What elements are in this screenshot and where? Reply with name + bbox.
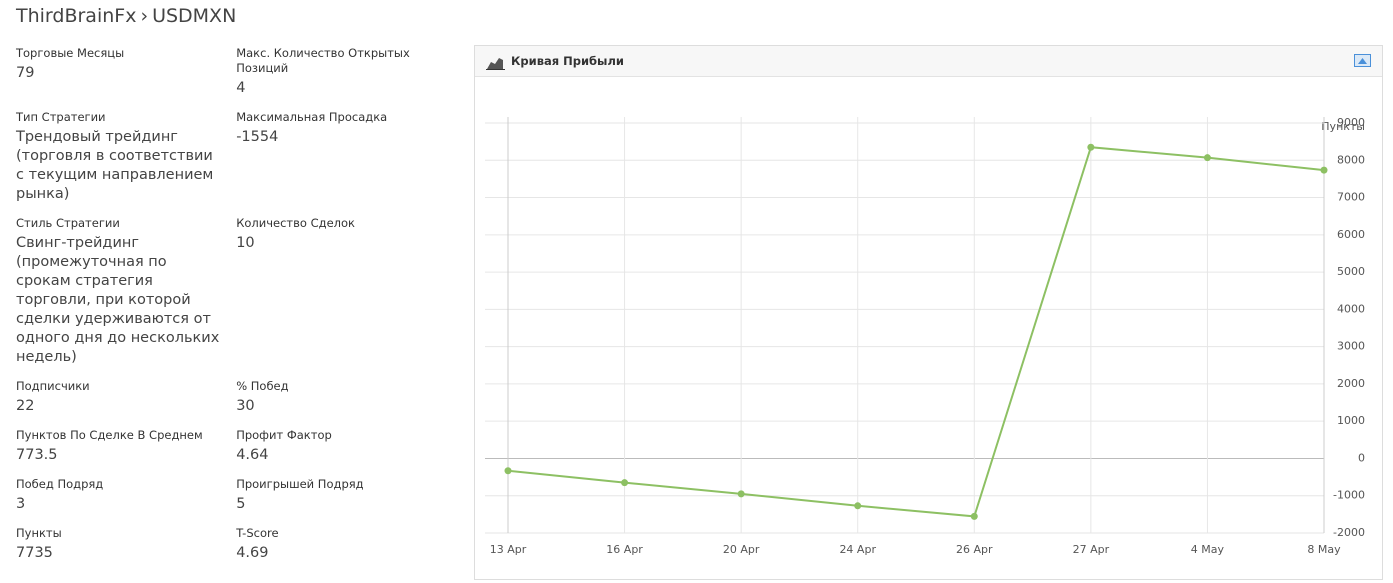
stat-value: 4 [236, 80, 246, 96]
stat-label: Подписчики [16, 379, 90, 393]
point [1203, 154, 1211, 162]
stats-row: Пункты 7735 T-Score 4.69 [16, 526, 456, 563]
stats-row: Стиль Стратегии Свинг-трейдинг (промежуто… [16, 216, 456, 367]
stat-value: 4.69 [236, 545, 269, 561]
stat: Подписчики 22 [16, 379, 223, 416]
x-tick-label: 24 Apr [839, 543, 876, 556]
point [737, 490, 745, 498]
y-axis-label: Пункты [1321, 120, 1365, 133]
point [621, 479, 629, 487]
stat: Стиль Стратегии Свинг-трейдинг (промежуто… [16, 216, 223, 367]
site-name: ThirdBrainFx [16, 5, 137, 27]
stats: Торговые Месяцы 79 Макс. Количество Открыт… [16, 46, 456, 575]
point [504, 467, 512, 475]
stat-label: Побед Подряд [16, 477, 104, 491]
stats-row: Тип Стратегии Трендовый трейдинг (торговл… [16, 110, 456, 204]
point [970, 512, 978, 520]
x-tick-label: 27 Apr [1073, 543, 1110, 556]
y-tick-label: 2000 [1337, 377, 1365, 390]
stat-value: 22 [16, 398, 35, 414]
expand-button[interactable] [1354, 54, 1372, 68]
stat-label: Тип Стратегии [16, 110, 106, 124]
stat: Количество Сделок 10 [236, 216, 456, 367]
chart-title: Кривая Прибыли [511, 54, 624, 68]
stat-label: Максимальная Просадка [236, 110, 388, 124]
stat-value: -1554 [236, 129, 279, 145]
stat: Тип Стратегии Трендовый трейдинг (торговл… [16, 110, 223, 204]
panel-header: Кривая Прибыли [475, 46, 1382, 77]
point [1087, 143, 1095, 151]
stat-label: Количество Сделок [236, 216, 355, 230]
point [854, 502, 862, 510]
breadcrumb: ThirdBrainFx › USDMXN [16, 5, 240, 27]
symbol: USDMXN [152, 5, 237, 27]
y-tick-label: 6000 [1337, 228, 1365, 241]
x-tick-label: 20 Apr [723, 543, 760, 556]
stat: Торговые Месяцы 79 [16, 46, 223, 98]
stat-label: Пункты [16, 526, 62, 540]
stat: Побед Подряд 3 [16, 477, 223, 514]
y-tick-label: 7000 [1337, 191, 1365, 204]
chart-icon [486, 58, 505, 70]
stat-value: 10 [236, 235, 255, 251]
stat-value: 5 [236, 496, 246, 512]
stat: Профит Фактор 4.64 [236, 428, 456, 465]
y-tick-label: 9000 [1337, 116, 1365, 129]
stat-label: Макс. Количество Открытых Позиций [236, 46, 410, 75]
stat: Проигрышей Подряд 5 [236, 477, 456, 514]
y-tick-label: 0 [1358, 451, 1365, 464]
stat: Макс. Количество Открытых Позиций 4 [236, 46, 456, 98]
stat: Максимальная Просадка -1554 [236, 110, 456, 204]
stat-value: 3 [16, 496, 26, 512]
x-tick-label: 16 Apr [606, 543, 643, 556]
stat-label: Проигрышей Подряд [236, 477, 364, 491]
y-tick-label: 8000 [1337, 153, 1365, 166]
chart: Пункты -2000 -1000 0 1000 2000 3000 4000 5000 60… [485, 116, 1365, 556]
stat-value: Трендовый трейдинг (торговля в соответст… [16, 129, 214, 202]
stat-value: 773.5 [16, 447, 58, 463]
stat: T-Score 4.69 [236, 526, 456, 563]
stat-label: Профит Фактор [236, 428, 332, 442]
y-tick-label: 1000 [1337, 414, 1365, 427]
stat: Пункты 7735 [16, 526, 223, 563]
stat-value: 7735 [16, 545, 53, 561]
stat-value: Свинг-трейдинг (промежуточная по срокам … [16, 235, 220, 365]
stat-value: 30 [236, 398, 255, 414]
stat-label: Торговые Месяцы [16, 46, 125, 60]
stats-row: Пунктов По Сделке В Среднем 773.5 Профит Ф… [16, 428, 456, 465]
profit-line [507, 146, 1325, 518]
stats-row: Торговые Месяцы 79 Макс. Количество Открыт… [16, 46, 456, 98]
stat-value: 79 [16, 65, 35, 81]
x-tick-label: 26 Apr [956, 543, 993, 556]
stat-label: % Побед [236, 379, 289, 393]
point [1320, 166, 1328, 174]
x-tick-label: 8 May [1307, 543, 1341, 556]
stat-label: Стиль Стратегии [16, 216, 120, 230]
y-tick-label: 3000 [1337, 340, 1365, 353]
separator: › [140, 5, 149, 27]
stat: % Побед 30 [236, 379, 456, 416]
y-tick-label: -1000 [1333, 489, 1365, 502]
stat: Пунктов По Сделке В Среднем 773.5 [16, 428, 223, 465]
x-tick-label: 4 May [1191, 543, 1225, 556]
stats-row: Побед Подряд 3 Проигрышей Подряд 5 [16, 477, 456, 514]
y-tick-label: -2000 [1333, 526, 1365, 539]
chart-panel: Кривая Прибыли Пункты -2000 -1000 0 1000 200… [474, 45, 1383, 580]
y-tick-label: 5000 [1337, 265, 1365, 278]
stat-value: 4.64 [236, 447, 269, 463]
x-tick-label: 13 Apr [490, 543, 527, 556]
y-tick-label: 4000 [1337, 302, 1365, 315]
stats-row: Подписчики 22 % Побед 30 [16, 379, 456, 416]
stat-label: T-Score [236, 526, 279, 540]
stat-label: Пунктов По Сделке В Среднем [16, 428, 203, 442]
